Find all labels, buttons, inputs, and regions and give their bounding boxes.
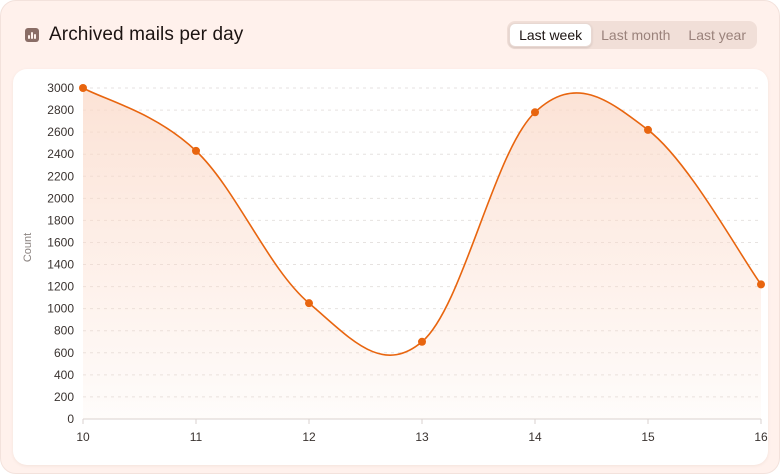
- y-tick-label: 600: [54, 346, 74, 360]
- y-tick-label: 200: [54, 390, 74, 404]
- y-tick-label: 400: [54, 368, 74, 382]
- area-chart: 0 200 400 600 800 1000 1200 1400 1600 1800 2000 220…: [22, 81, 768, 444]
- y-tick-label: 2800: [47, 103, 74, 117]
- y-tick-label: 800: [54, 324, 74, 338]
- y-tick-label: 2400: [47, 147, 74, 161]
- tab-last-year[interactable]: Last year: [688, 27, 746, 43]
- y-tick-label: 1000: [47, 302, 74, 316]
- y-tick-label: 2200: [47, 169, 74, 183]
- area-fill: [83, 88, 761, 419]
- y-tick-label: 1800: [47, 213, 74, 227]
- tab-last-month[interactable]: Last month: [601, 27, 671, 43]
- data-point[interactable]: [757, 280, 765, 289]
- y-tick-label: 3000: [47, 81, 74, 95]
- x-tick-label: 13: [415, 430, 429, 444]
- data-point[interactable]: [79, 84, 87, 92]
- bar-chart-icon: [25, 28, 39, 42]
- data-point[interactable]: [192, 146, 200, 155]
- y-tick-label: 0: [67, 412, 74, 426]
- y-tick-label: 2000: [47, 191, 74, 205]
- data-point[interactable]: [531, 108, 539, 117]
- plot-area: 0 200 400 600 800 1000 1200 1400 1600 1800 2000 220…: [13, 69, 768, 465]
- y-tick-label: 1200: [47, 280, 74, 294]
- y-tick-label: 2600: [47, 125, 74, 139]
- x-tick-label: 11: [190, 430, 203, 444]
- x-tick-label: 12: [302, 430, 316, 444]
- x-tick-label: 15: [641, 430, 655, 444]
- tab-last-week[interactable]: Last week: [509, 23, 593, 47]
- y-axis-label: Count: [22, 233, 34, 262]
- x-tick-label: 14: [528, 430, 542, 444]
- data-point[interactable]: [418, 337, 426, 346]
- data-point[interactable]: [305, 299, 313, 308]
- chart-title: Archived mails per day: [49, 24, 244, 45]
- x-tick-label: 16: [754, 430, 768, 444]
- card-header: Archived mails per day Last week Last mo…: [25, 19, 757, 51]
- y-tick-label: 1600: [47, 235, 74, 249]
- x-tick-label: 10: [76, 430, 90, 444]
- range-tabs: Last week Last month Last year: [507, 21, 757, 49]
- y-tick-label: 1400: [47, 258, 74, 272]
- data-point[interactable]: [644, 125, 652, 134]
